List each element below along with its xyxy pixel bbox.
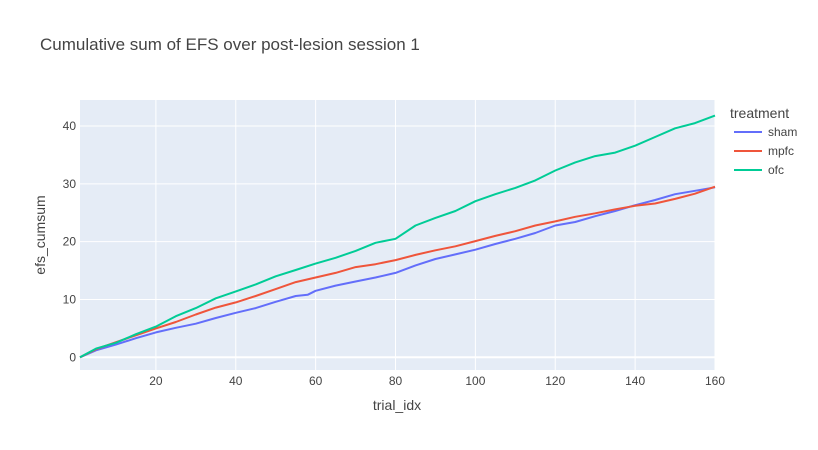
legend: treatment sham mpfc ofc — [730, 105, 797, 177]
series-line-ofc — [79, 114, 716, 359]
legend-title: treatment — [730, 105, 789, 121]
y-tick-label: 40 — [63, 119, 77, 133]
x-tick-label: 160 — [705, 374, 725, 388]
y-axis-title: efs_cumsum — [32, 195, 48, 274]
y-tick-label: 30 — [63, 177, 77, 191]
series-line-mpfc — [79, 185, 716, 359]
plot-area — [80, 100, 715, 370]
x-tick-label: 120 — [545, 374, 565, 388]
legend-label-sham: sham — [768, 125, 797, 139]
x-tick-label: 140 — [625, 374, 645, 388]
x-tick-label: 100 — [465, 374, 485, 388]
x-tick-label: 60 — [309, 374, 323, 388]
x-tick-label: 20 — [149, 374, 163, 388]
series-lines — [79, 114, 716, 359]
chart-title: Cumulative sum of EFS over post-lesion s… — [40, 35, 420, 54]
y-tick-label: 20 — [63, 235, 77, 249]
y-tick-label: 10 — [63, 292, 77, 306]
series-line-sham — [79, 186, 716, 359]
y-tick-labels: 0 10 20 30 40 — [63, 119, 77, 364]
y-tick-label: 0 — [69, 350, 76, 364]
legend-label-ofc: ofc — [768, 163, 784, 177]
legend-label-mpfc: mpfc — [768, 144, 794, 158]
x-tick-label: 80 — [389, 374, 403, 388]
x-tick-label: 40 — [229, 374, 243, 388]
x-tick-labels: 20 40 60 80 100 120 140 160 — [149, 374, 725, 388]
x-axis-title: trial_idx — [373, 397, 421, 413]
gridlines — [80, 100, 716, 370]
